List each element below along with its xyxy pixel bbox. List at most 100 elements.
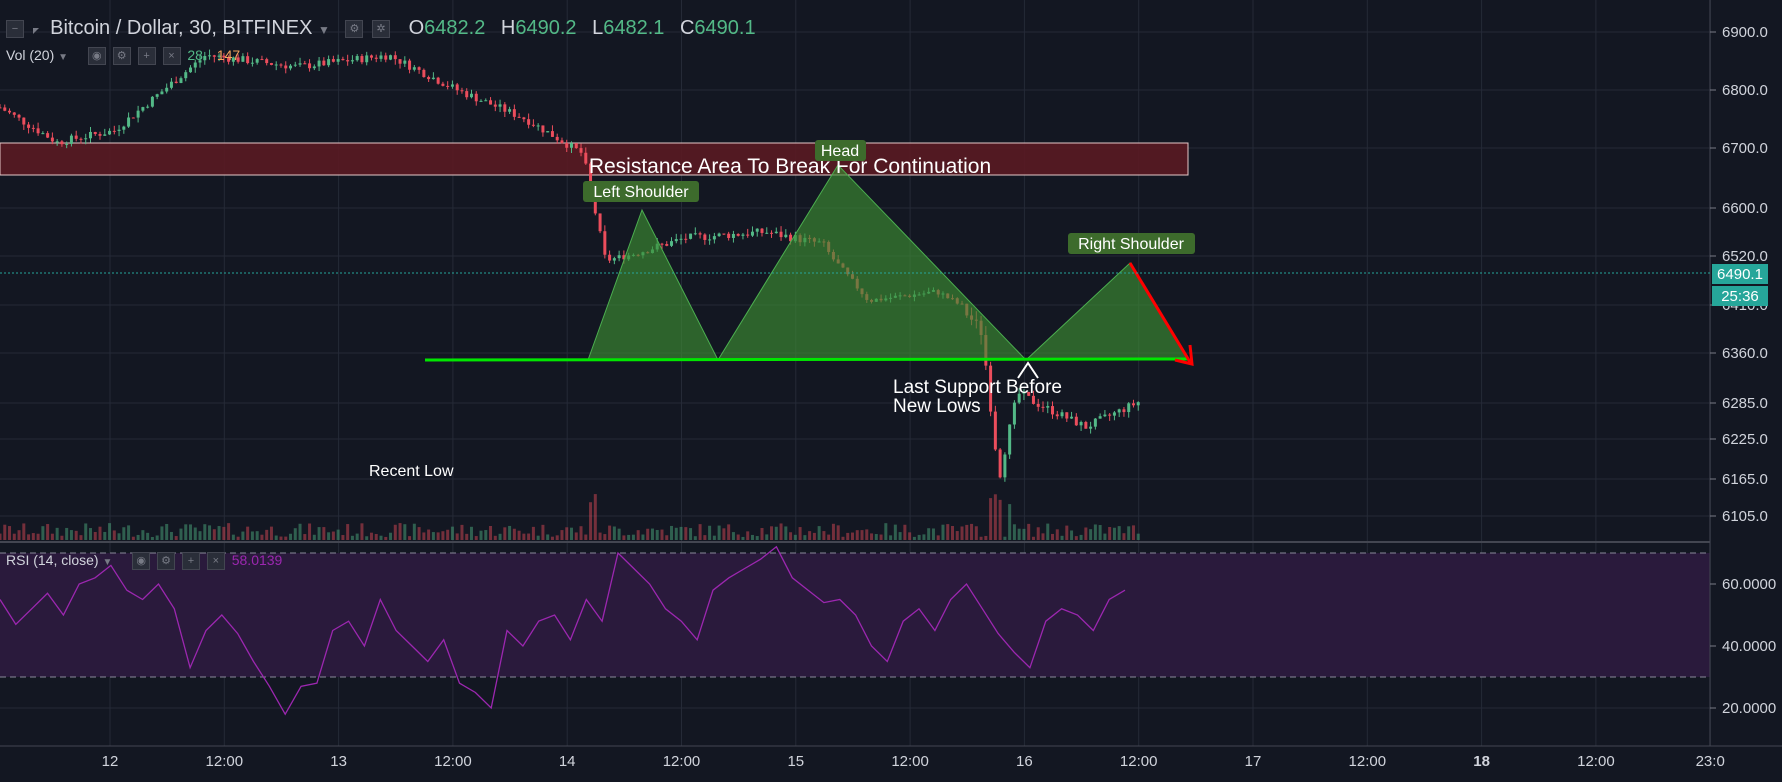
symbol-dropdown-icon[interactable]: ▼ <box>318 23 330 37</box>
volume-bar <box>336 529 340 540</box>
settings-icon[interactable]: ⚙ <box>345 19 364 38</box>
volume-bar <box>50 533 54 540</box>
volume-bar <box>65 527 69 540</box>
volume-bar <box>350 535 354 540</box>
volume-bar <box>36 533 40 540</box>
close-icon[interactable]: × <box>206 552 225 571</box>
volume-bar <box>879 534 883 540</box>
settings-icon[interactable]: ⚙ <box>157 552 176 571</box>
volume-bar <box>679 526 683 540</box>
volume-bar <box>736 534 740 540</box>
candle-body <box>155 94 159 97</box>
eye-icon[interactable]: ◉ <box>132 552 151 571</box>
price-axis[interactable]: 6900.06800.06700.06600.06520.06410.06360… <box>1710 24 1768 525</box>
candle-body <box>417 67 421 70</box>
rsi-indicator-legend[interactable]: RSI (14, close) ▼ ◉ ⚙ + × 58.0139 <box>6 552 282 571</box>
volume-bar <box>1070 530 1074 540</box>
volume-indicator-legend[interactable]: Vol (20) ▼ ◉ ⚙ + × 28 147 <box>6 47 240 66</box>
price-tick-label: 6165.0 <box>1722 471 1768 488</box>
volume-bar <box>608 525 612 540</box>
support-line[interactable] <box>424 357 1189 362</box>
volume-bar <box>874 534 878 540</box>
volume-bar <box>779 523 783 540</box>
plus-icon[interactable]: + <box>181 552 200 571</box>
rsi-dropdown-icon[interactable]: ▼ <box>102 557 113 568</box>
volume-bar <box>112 530 116 540</box>
candle-body <box>1027 391 1031 396</box>
candle-body <box>731 233 735 238</box>
candle-body <box>189 67 192 73</box>
close-icon[interactable]: × <box>162 47 181 66</box>
volume-bar <box>798 527 802 540</box>
rsi-indicator-label[interactable]: RSI (14, close) <box>6 552 99 568</box>
volume-bar <box>827 534 831 540</box>
collapse-icon[interactable]: − <box>6 19 24 38</box>
candle-body <box>560 140 564 144</box>
volume-bar <box>293 528 297 540</box>
bearish-arrow[interactable] <box>1128 262 1192 363</box>
candle-body <box>231 57 235 62</box>
volume-bar <box>260 534 264 540</box>
volume-bar <box>917 534 921 540</box>
candle-body <box>717 233 721 237</box>
volume-bar <box>555 535 559 540</box>
candle-body <box>336 58 340 62</box>
candle-body <box>746 234 750 236</box>
candle-body <box>88 131 92 139</box>
settings-icon[interactable]: ⚙ <box>112 47 131 66</box>
candle-body <box>384 55 388 60</box>
volume-bar <box>250 531 254 540</box>
volume-bar <box>1112 527 1116 540</box>
volume-bar <box>1098 525 1102 540</box>
candle-body <box>493 104 497 107</box>
volume-dropdown-icon[interactable]: ▼ <box>58 52 69 63</box>
volume-bar <box>912 536 916 540</box>
volume-bar <box>793 534 797 540</box>
candle-body <box>117 129 121 131</box>
volume-bar <box>3 524 7 540</box>
candle-body <box>1041 406 1045 408</box>
candle-body <box>422 69 426 78</box>
volume-bar <box>479 530 483 540</box>
candle-body <box>708 239 712 241</box>
symbol-title[interactable]: Bitcoin / Dollar, 30, BITFINEX <box>50 17 313 39</box>
candle-body <box>60 141 64 145</box>
time-tick-label: 12:00 <box>206 753 244 770</box>
volume-bar <box>274 535 278 540</box>
candle-body <box>103 134 107 136</box>
candle-body <box>389 55 393 60</box>
current-price-label: 6490.1 <box>1717 266 1763 283</box>
time-axis[interactable]: 12 12:00 13 12:00 14 12:00 15 12:00 16 12:00 17 12:… <box>102 753 1725 770</box>
candle-body <box>441 83 445 86</box>
candle-body <box>393 55 397 60</box>
candle-body <box>727 233 731 238</box>
volume-indicator-label[interactable]: Vol (20) <box>6 47 55 63</box>
resistance-zone[interactable] <box>0 142 1189 176</box>
candle-body <box>774 231 778 234</box>
candle-body <box>998 449 1002 478</box>
volume-bar <box>546 534 550 540</box>
candle-body <box>136 110 140 118</box>
volume-bar <box>227 523 231 540</box>
gear-icon[interactable]: ✲ <box>372 19 391 38</box>
rsi-line <box>0 545 1126 716</box>
volume-bar <box>808 531 812 540</box>
candle-body <box>69 135 73 144</box>
candle-body <box>622 255 626 260</box>
volume-bar <box>970 523 974 540</box>
eye-icon[interactable]: ◉ <box>87 47 106 66</box>
volume-bar <box>665 535 669 540</box>
candle-body <box>498 104 502 107</box>
plus-icon[interactable]: + <box>137 47 156 66</box>
candle-body <box>227 57 231 62</box>
volume-bar <box>931 528 935 540</box>
volume-bar <box>298 523 302 540</box>
volume-bar <box>141 530 145 540</box>
price-tick-label: 6285.0 <box>1722 395 1768 412</box>
volume-bar <box>1017 528 1021 540</box>
rsi-axis[interactable]: 60.0000 40.0000 20.0000 <box>1710 576 1776 717</box>
flag-icon[interactable] <box>32 28 39 34</box>
volume-bar <box>208 525 212 540</box>
candle-body <box>331 59 335 62</box>
